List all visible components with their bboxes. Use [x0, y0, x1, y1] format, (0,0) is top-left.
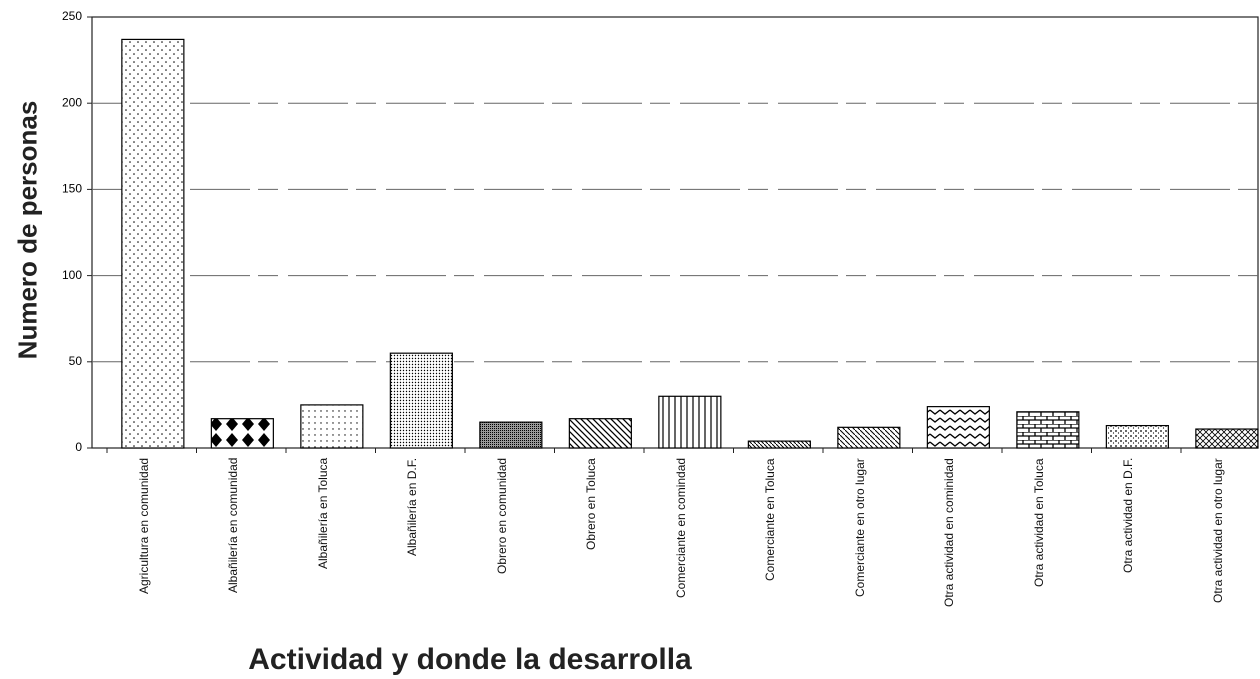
x-tick-label: Otra actividad en otro lugar: [1210, 458, 1225, 603]
x-tick-label: Agricultura en comunidad: [136, 458, 151, 595]
x-tick-label: Obrero en comunidad: [494, 458, 509, 575]
y-tick-label: 0: [75, 440, 82, 454]
bar: [658, 395, 722, 449]
plot-frame: [91, 16, 1259, 449]
x-tick-label: Albañilería en D.F.: [405, 458, 420, 557]
y-tick-label: 250: [62, 9, 82, 23]
bar: [300, 404, 364, 449]
y-tick-label: 200: [62, 95, 82, 109]
bar: [389, 352, 453, 449]
y-tick-label: 100: [62, 268, 82, 282]
y-tick-label: 50: [69, 354, 83, 368]
x-tick-label: Otra actividad en Toluca: [1031, 458, 1046, 587]
bar: [926, 406, 990, 449]
bar: [747, 440, 811, 449]
bar: [1195, 428, 1259, 449]
x-tick-label: Comerciante en Toluca: [763, 458, 778, 581]
x-tick-label: Comerciante en comindad: [673, 458, 688, 599]
bar: [568, 418, 632, 449]
bar: [210, 418, 274, 449]
x-tick-label: Comerciante en otro lugar: [852, 458, 867, 597]
x-tick-label: Otra actividad en D.F.: [1121, 458, 1136, 574]
bar: [479, 421, 543, 449]
bar: [837, 426, 901, 449]
x-tick-label: Otra actividad en cominidad: [942, 458, 957, 607]
x-tick-label: Albañilería en comunidad: [226, 458, 241, 594]
x-tick-label: Albañilería en Toluca: [315, 458, 330, 570]
x-tick-label: Obrero en Toluca: [584, 458, 599, 550]
bar: [1016, 411, 1080, 449]
y-axis-title: Numero de personas: [12, 100, 43, 360]
y-tick-label: 150: [62, 182, 82, 196]
bar: [1105, 424, 1169, 449]
bar: [121, 38, 185, 449]
x-axis-title: Actividad y donde la desarrolla: [248, 643, 692, 676]
